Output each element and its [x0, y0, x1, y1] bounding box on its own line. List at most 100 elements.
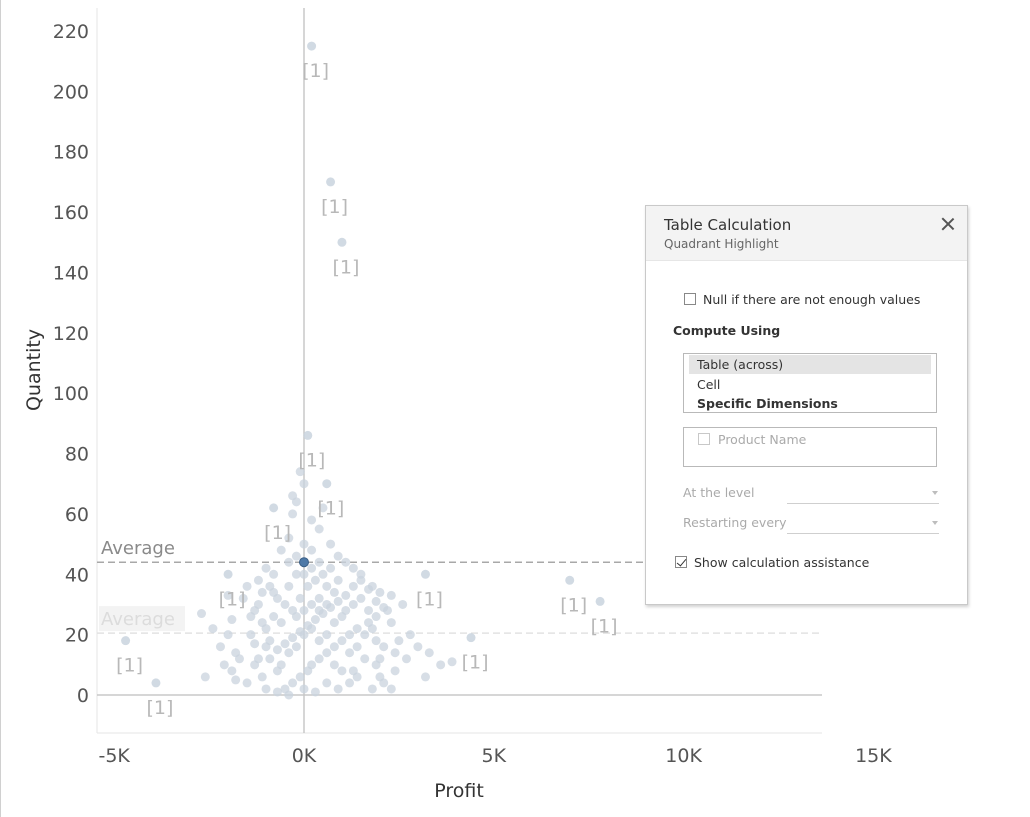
- data-point: [276, 618, 286, 628]
- data-point: [307, 563, 317, 573]
- point-label: [1]: [298, 449, 325, 471]
- data-point: [386, 590, 396, 600]
- data-point: [223, 590, 233, 600]
- compute-option-specific-dimensions[interactable]: Specific Dimensions: [697, 396, 838, 411]
- data-point: [352, 672, 362, 682]
- x-axis-title: Profit: [434, 780, 484, 802]
- y-tick-label: 160: [53, 202, 89, 224]
- data-point: [242, 581, 252, 591]
- data-point: [314, 593, 324, 603]
- data-point: [288, 491, 298, 501]
- y-tick-label: 60: [65, 504, 89, 526]
- data-point: [333, 596, 343, 606]
- data-point: [284, 648, 294, 658]
- data-point: [420, 672, 430, 682]
- show-assistance-checkbox[interactable]: [675, 556, 687, 568]
- data-point: [238, 593, 248, 603]
- highlighted-point: [299, 557, 309, 568]
- data-point: [307, 545, 317, 555]
- data-point: [322, 599, 332, 609]
- compute-using-list[interactable]: Table (across) Cell Specific Dimensions: [683, 353, 937, 413]
- data-point: [420, 569, 430, 579]
- data-point: [269, 503, 279, 513]
- data-point: [565, 575, 575, 585]
- data-point: [151, 678, 161, 688]
- point-label: [1]: [264, 522, 291, 544]
- y-axis-title: Quantity: [23, 329, 45, 411]
- data-point: [345, 648, 355, 658]
- data-point: [242, 678, 252, 688]
- data-point: [371, 612, 381, 622]
- data-point: [310, 615, 320, 625]
- data-point: [379, 602, 389, 612]
- data-point: [307, 41, 317, 51]
- data-point: [265, 654, 275, 664]
- x-tick-label: 15K: [855, 745, 892, 767]
- data-point: [337, 237, 347, 247]
- data-point: [360, 654, 370, 664]
- data-point: [329, 660, 339, 670]
- data-point: [231, 675, 241, 685]
- compute-option-cell[interactable]: Cell: [697, 377, 721, 392]
- data-point: [291, 569, 301, 579]
- data-point: [326, 563, 336, 573]
- data-point: [329, 642, 339, 652]
- y-tick-label: 100: [53, 383, 89, 405]
- data-point: [284, 557, 294, 567]
- data-point: [291, 612, 301, 622]
- product-name-label: Product Name: [718, 432, 807, 447]
- y-tick-label: 180: [53, 142, 89, 164]
- data-point: [379, 642, 389, 652]
- null-values-checkbox[interactable]: [684, 293, 696, 305]
- product-name-checkbox[interactable]: [698, 433, 710, 445]
- data-point: [356, 575, 366, 585]
- data-point: [223, 569, 233, 579]
- data-point: [219, 660, 229, 670]
- data-point: [318, 503, 328, 513]
- data-point: [310, 687, 320, 697]
- point-label: [1]: [146, 697, 173, 719]
- restarting-every-select[interactable]: [787, 533, 939, 534]
- at-level-select[interactable]: [787, 503, 939, 504]
- point-label: [1]: [416, 588, 443, 610]
- data-point: [257, 672, 267, 682]
- data-point: [257, 587, 267, 597]
- data-point: [371, 636, 381, 646]
- data-point: [401, 654, 411, 664]
- data-point: [322, 581, 332, 591]
- show-assistance-label: Show calculation assistance: [694, 555, 870, 570]
- data-point: [595, 596, 605, 606]
- compute-option-table-across[interactable]: Table (across): [689, 355, 931, 374]
- data-point: [234, 654, 244, 664]
- data-point: [295, 467, 305, 477]
- null-values-label: Null if there are not enough values: [703, 292, 921, 307]
- data-point: [303, 430, 313, 440]
- data-point: [307, 599, 317, 609]
- y-tick-label: 40: [65, 564, 89, 586]
- data-point: [367, 684, 377, 694]
- data-point: [360, 630, 370, 640]
- data-point: [269, 587, 279, 597]
- data-point: [208, 624, 218, 634]
- data-point: [299, 539, 309, 549]
- close-icon[interactable]: [939, 215, 957, 233]
- data-point: [386, 618, 396, 628]
- point-label: [1]: [591, 615, 618, 637]
- x-tick-label: 5K: [482, 745, 507, 767]
- average-label-background: [99, 606, 185, 632]
- data-point: [314, 605, 324, 615]
- data-point: [390, 648, 400, 658]
- data-point: [314, 557, 324, 567]
- compute-using-heading: Compute Using: [673, 323, 781, 338]
- point-label: [1]: [462, 652, 489, 674]
- y-tick-label: 80: [65, 444, 89, 466]
- x-tick-label: -5K: [98, 745, 130, 767]
- data-point: [299, 605, 309, 615]
- data-point: [348, 599, 358, 609]
- data-point: [333, 575, 343, 585]
- data-point: [345, 630, 355, 640]
- data-point: [303, 581, 313, 591]
- data-point: [227, 666, 237, 676]
- data-point: [322, 630, 332, 640]
- data-point: [295, 672, 305, 682]
